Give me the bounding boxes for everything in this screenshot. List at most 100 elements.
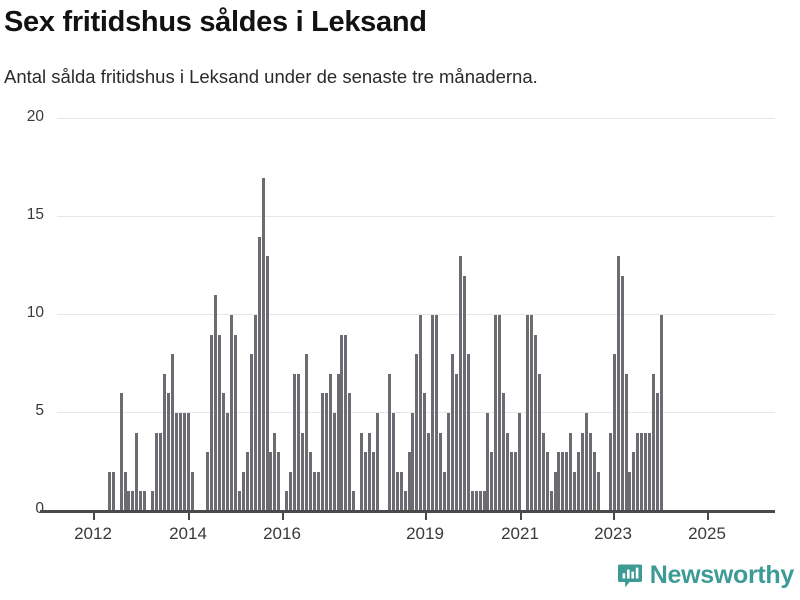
bar[interactable] bbox=[545, 452, 549, 511]
bar[interactable] bbox=[423, 393, 427, 511]
bar[interactable] bbox=[218, 334, 222, 511]
bar[interactable] bbox=[612, 354, 616, 511]
bar[interactable] bbox=[490, 452, 494, 511]
bar[interactable] bbox=[529, 315, 533, 511]
bar[interactable] bbox=[269, 452, 273, 511]
bar[interactable] bbox=[143, 491, 147, 511]
bar[interactable] bbox=[486, 413, 490, 511]
bar[interactable] bbox=[458, 256, 462, 511]
bar[interactable] bbox=[249, 354, 253, 511]
bar[interactable] bbox=[478, 491, 482, 511]
bar[interactable] bbox=[640, 432, 644, 511]
bar[interactable] bbox=[557, 452, 561, 511]
bar[interactable] bbox=[155, 432, 159, 511]
bar[interactable] bbox=[265, 256, 269, 511]
bar[interactable] bbox=[308, 452, 312, 511]
bar[interactable] bbox=[301, 432, 305, 511]
bar[interactable] bbox=[656, 393, 660, 511]
bar[interactable] bbox=[470, 491, 474, 511]
bar[interactable] bbox=[170, 354, 174, 511]
bar[interactable] bbox=[506, 432, 510, 511]
bar[interactable] bbox=[620, 275, 624, 511]
bar[interactable] bbox=[320, 393, 324, 511]
bar[interactable] bbox=[565, 452, 569, 511]
bar[interactable] bbox=[419, 315, 423, 511]
bar[interactable] bbox=[245, 452, 249, 511]
bar[interactable] bbox=[502, 393, 506, 511]
bar[interactable] bbox=[293, 373, 297, 511]
bar[interactable] bbox=[186, 413, 190, 511]
bar[interactable] bbox=[431, 315, 435, 511]
bar[interactable] bbox=[151, 491, 155, 511]
bar[interactable] bbox=[439, 432, 443, 511]
bar[interactable] bbox=[616, 256, 620, 511]
bar[interactable] bbox=[450, 354, 454, 511]
bar[interactable] bbox=[372, 452, 376, 511]
bar[interactable] bbox=[636, 432, 640, 511]
bar[interactable] bbox=[632, 452, 636, 511]
bar[interactable] bbox=[119, 393, 123, 511]
bar[interactable] bbox=[364, 452, 368, 511]
bar[interactable] bbox=[624, 373, 628, 511]
bar[interactable] bbox=[206, 452, 210, 511]
bar[interactable] bbox=[498, 315, 502, 511]
bar[interactable] bbox=[375, 413, 379, 511]
bar[interactable] bbox=[348, 393, 352, 511]
bar[interactable] bbox=[107, 471, 111, 511]
bar[interactable] bbox=[139, 491, 143, 511]
bar[interactable] bbox=[581, 432, 585, 511]
bar[interactable] bbox=[387, 373, 391, 511]
bar[interactable] bbox=[182, 413, 186, 511]
bar[interactable] bbox=[482, 491, 486, 511]
bar[interactable] bbox=[411, 413, 415, 511]
bar[interactable] bbox=[573, 471, 577, 511]
bar[interactable] bbox=[466, 354, 470, 511]
bar[interactable] bbox=[233, 334, 237, 511]
bar[interactable] bbox=[462, 275, 466, 511]
bar[interactable] bbox=[514, 452, 518, 511]
bar[interactable] bbox=[525, 315, 529, 511]
bar[interactable] bbox=[316, 471, 320, 511]
bar[interactable] bbox=[577, 452, 581, 511]
bar[interactable] bbox=[312, 471, 316, 511]
bar[interactable] bbox=[344, 334, 348, 511]
bar[interactable] bbox=[585, 413, 589, 511]
bar[interactable] bbox=[644, 432, 648, 511]
bar[interactable] bbox=[569, 432, 573, 511]
bar[interactable] bbox=[277, 452, 281, 511]
bar[interactable] bbox=[427, 432, 431, 511]
bar[interactable] bbox=[273, 432, 277, 511]
bar[interactable] bbox=[237, 491, 241, 511]
bar[interactable] bbox=[340, 334, 344, 511]
bar[interactable] bbox=[537, 373, 541, 511]
bar[interactable] bbox=[253, 315, 257, 511]
bar[interactable] bbox=[210, 334, 214, 511]
bar[interactable] bbox=[407, 452, 411, 511]
bar[interactable] bbox=[415, 354, 419, 511]
bar[interactable] bbox=[541, 432, 545, 511]
bar[interactable] bbox=[178, 413, 182, 511]
bar[interactable] bbox=[289, 471, 293, 511]
bar[interactable] bbox=[399, 471, 403, 511]
bar[interactable] bbox=[131, 491, 135, 511]
bar[interactable] bbox=[166, 393, 170, 511]
bar[interactable] bbox=[660, 315, 664, 511]
bar[interactable] bbox=[222, 393, 226, 511]
bar[interactable] bbox=[162, 373, 166, 511]
bar[interactable] bbox=[214, 295, 218, 511]
bar[interactable] bbox=[628, 471, 632, 511]
bar[interactable] bbox=[352, 491, 356, 511]
bar[interactable] bbox=[368, 432, 372, 511]
bar[interactable] bbox=[174, 413, 178, 511]
bar[interactable] bbox=[360, 432, 364, 511]
bar[interactable] bbox=[435, 315, 439, 511]
bar[interactable] bbox=[474, 491, 478, 511]
bar[interactable] bbox=[123, 471, 127, 511]
bar[interactable] bbox=[561, 452, 565, 511]
bar[interactable] bbox=[261, 177, 265, 511]
bar[interactable] bbox=[454, 373, 458, 511]
bar[interactable] bbox=[553, 471, 557, 511]
bar[interactable] bbox=[652, 373, 656, 511]
bar[interactable] bbox=[391, 413, 395, 511]
bar[interactable] bbox=[304, 354, 308, 511]
